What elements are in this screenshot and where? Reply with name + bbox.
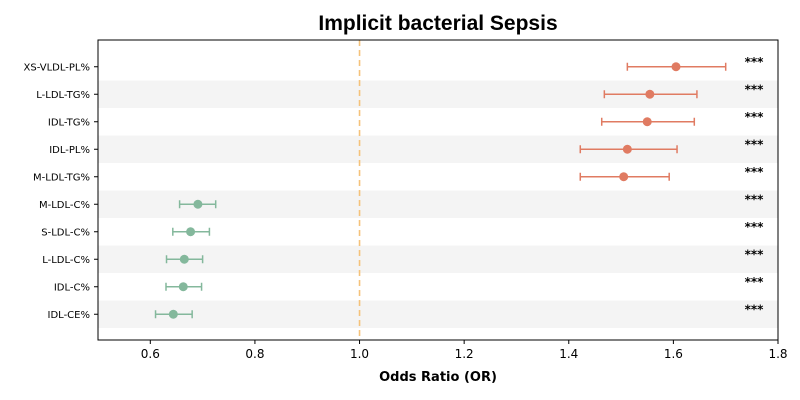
significance-label: *** bbox=[745, 137, 765, 151]
significance-label: *** bbox=[745, 302, 765, 316]
y-tick-label: L-LDL-C% bbox=[42, 255, 90, 266]
plot-frame bbox=[97, 39, 779, 341]
x-axis-label: Odds Ratio (OR) bbox=[379, 370, 497, 385]
odds-ratio-point bbox=[186, 227, 196, 237]
significance-label: *** bbox=[745, 275, 765, 289]
data-marks bbox=[154, 62, 727, 319]
significance-label: *** bbox=[745, 110, 765, 124]
y-tick-label: M-LDL-TG% bbox=[33, 172, 90, 183]
x-tick-label: 1.6 bbox=[664, 347, 683, 361]
odds-ratio-point bbox=[179, 254, 189, 264]
row-stripe bbox=[98, 300, 778, 328]
chart-title: Implicit bacterial Sepsis bbox=[318, 12, 557, 35]
y-tick-label: L-LDL-TG% bbox=[36, 90, 90, 101]
significance-label: *** bbox=[745, 192, 765, 206]
x-tick-label: 1.4 bbox=[559, 347, 578, 361]
significance-label: *** bbox=[745, 220, 765, 234]
x-tick-label: 1.2 bbox=[455, 347, 474, 361]
x-tick-label: 1.0 bbox=[350, 347, 369, 361]
y-tick-label: M-LDL-C% bbox=[39, 200, 90, 211]
odds-ratio-point bbox=[622, 144, 632, 154]
significance-label: *** bbox=[745, 82, 765, 96]
y-axis-labels: XS-VLDL-PL% L-LDL-TG% IDL-TG% IDL-PL% M-LDL-… bbox=[24, 62, 98, 321]
odds-ratio-point bbox=[193, 199, 203, 209]
y-tick-label: IDL-CE% bbox=[48, 310, 90, 321]
row-stripe bbox=[98, 245, 778, 273]
x-tick-label: 1.8 bbox=[768, 347, 787, 361]
y-tick-label: S-LDL-C% bbox=[41, 227, 90, 238]
y-tick-label: IDL-C% bbox=[54, 282, 90, 293]
significance-label: *** bbox=[745, 247, 765, 261]
odds-ratio-point bbox=[671, 62, 681, 72]
odds-ratio-point bbox=[168, 309, 178, 319]
significance-label: *** bbox=[745, 55, 765, 69]
odds-ratio-point bbox=[645, 89, 655, 99]
odds-ratio-point bbox=[178, 282, 188, 292]
odds-ratio-point bbox=[619, 172, 629, 182]
significance-label: *** bbox=[745, 165, 765, 179]
y-tick-label: XS-VLDL-PL% bbox=[24, 62, 90, 73]
x-tick-label: 0.8 bbox=[245, 347, 264, 361]
odds-ratio-point bbox=[642, 117, 652, 127]
y-tick-label: IDL-TG% bbox=[48, 117, 90, 128]
x-tick-label: 0.6 bbox=[141, 347, 160, 361]
y-tick-label: IDL-PL% bbox=[49, 145, 90, 156]
significance-labels: *** *** *** *** *** *** *** *** *** *** bbox=[745, 55, 765, 317]
x-axis: 0.6 0.8 1.0 1.2 1.4 1.6 1.8 bbox=[141, 340, 788, 361]
